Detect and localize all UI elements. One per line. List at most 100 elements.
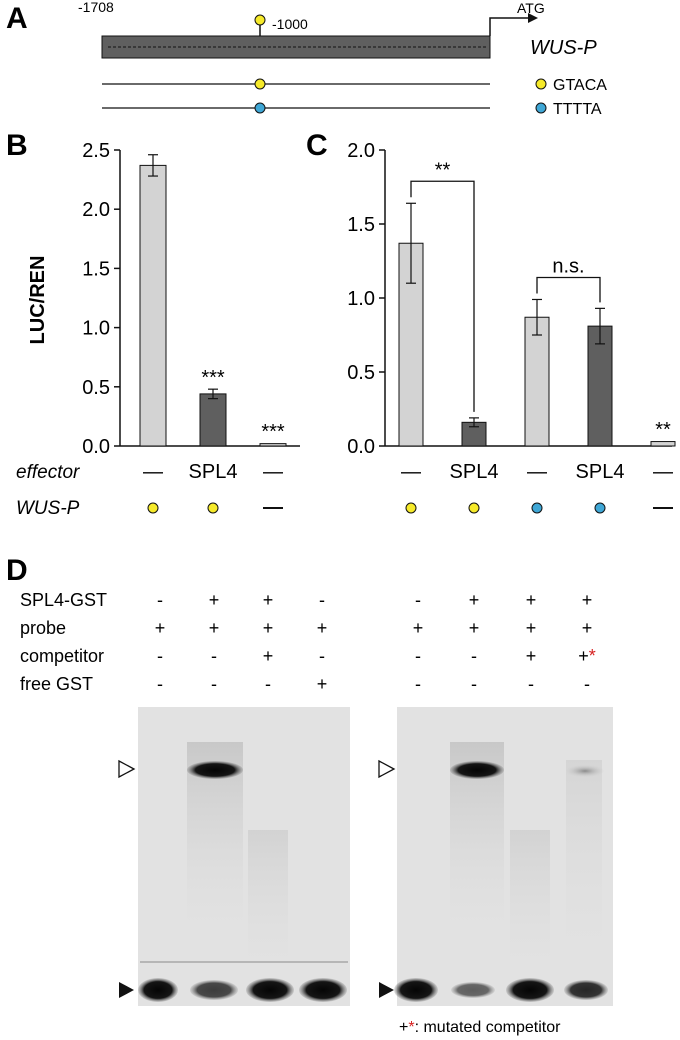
c-effector-label: — [653,461,673,483]
d-row-label-probe: probe [20,618,66,638]
left-gel-sign: - [157,674,163,694]
left-gel-sign: + [317,618,328,638]
c-bracket-label: ** [435,159,451,181]
c-wusp-marker [531,502,543,514]
b-effector-label: — [143,461,163,483]
right-open-arrowhead [378,759,396,779]
c-bracket [536,276,601,303]
b-effector-label: — [263,461,283,483]
b-significance: *** [201,367,225,389]
right-gel-sign: +* [578,646,596,666]
c-y-tick-label: 0.5 [347,362,375,384]
c-y-tick-label: 1.0 [347,288,375,310]
yellow-site-marker-top [254,14,266,26]
right-gel-sign: + [526,618,537,638]
c-y-tick-label: 2.0 [347,140,375,162]
legend-label-tttta: TTTTA [553,101,602,118]
panel-label-b: B [6,129,28,162]
left-gel-free-probe-1 [138,978,178,1002]
c-significance: ** [655,419,671,441]
b-significance: *** [261,421,285,443]
left-gel-sign: + [263,590,274,610]
b-bar [259,443,287,447]
right-gel-sign: - [415,674,421,694]
legend-yellow-dot [535,78,547,90]
right-gel-sign: - [415,590,421,610]
c-bracket-label: n.s. [552,255,584,277]
right-gel-sign: - [528,674,534,694]
b-effector-label: SPL4 [189,461,238,483]
b-wusp-row-label: WUS-P [16,498,80,519]
left-gel-sign: + [263,618,274,638]
atg-arrow-head [528,13,538,23]
panel-label-c: C [306,129,328,162]
right-filled-arrowhead [379,982,394,998]
b-y-tick-label: 0.0 [82,436,110,458]
right-gel-sign: + [526,646,537,666]
right-gel-lane4-smear [566,760,602,960]
right-gel-free-probe-4 [564,980,608,1000]
left-gel-free-probe-2 [190,980,238,1000]
atg-label: ATG [517,0,545,16]
right-gel-sign: + [582,618,593,638]
chart-b: 0.0 0.5 1.0 1.5 2.0 2.5 — *** SPL4 *** — [82,140,300,514]
right-gel-sign: - [584,674,590,694]
left-open-arrowhead [118,759,136,779]
left-gel-sign: + [263,646,274,666]
c-effector-label: SPL4 [576,461,625,483]
right-gel-sign: - [471,646,477,666]
left-gel-sign: - [265,674,271,694]
b-bar [139,164,167,447]
left-gel-sign: + [209,590,220,610]
left-gel [138,707,350,1006]
left-gel-shifted-band [187,761,243,779]
right-gel-sign: - [471,674,477,694]
left-gel-sign: + [209,618,220,638]
right-gel-shifted-band [450,761,504,779]
c-y-tick-label: 1.5 [347,214,375,236]
blue-site-marker [254,102,266,114]
b-y-tick-label: 1.0 [82,318,110,340]
c-effector-label: — [401,461,421,483]
b-bar [199,393,227,447]
b-y-tick-label: 0.5 [82,377,110,399]
c-bar [587,325,613,447]
left-gel-sign: - [319,646,325,666]
left-gel-free-probe-3 [246,978,294,1002]
atg-arrow-line [489,17,528,36]
mutated-competitor-star: * [589,646,596,666]
b-wusp-marker [207,502,219,514]
right-gel-free-probe-1 [394,978,438,1002]
right-gel-sign: + [469,618,480,638]
c-bracket [410,180,475,412]
b-y-axis-label: LUC/REN [27,256,49,345]
b-wusp-marker [147,502,159,514]
left-gel-lane3-smear [248,830,288,970]
right-gel-free-probe-2 [451,982,495,998]
footnote-text: : mutated competitor [415,1019,562,1036]
left-gel-sign: + [155,618,166,638]
panel-label-d: D [6,554,28,587]
right-gel-free-probe-3 [506,978,554,1002]
right-gel-lane3-smear [510,830,550,970]
d-row-label-free-gst: free GST [20,674,93,694]
c-wusp-marker [405,502,417,514]
right-gel-sign: + [526,590,537,610]
yellow-site-marker [254,78,266,90]
footnote-star: * [408,1019,414,1036]
gene-label: WUS-P [530,37,597,59]
b-y-tick-label: 2.5 [82,140,110,162]
left-gel-sign: - [319,590,325,610]
b-y-tick-label: 1.5 [82,258,110,280]
legend-label-gtaca: GTACA [553,77,607,94]
footnote: +*: mutated competitor [399,1019,561,1036]
c-effector-label: — [527,461,547,483]
left-gel-sign: + [317,674,328,694]
left-gel-sign: - [211,646,217,666]
c-wusp-marker [594,502,606,514]
c-bar [524,316,550,447]
left-gel-sign: - [211,674,217,694]
footnote-plus: + [399,1019,408,1036]
right-gel-sign: - [415,646,421,666]
